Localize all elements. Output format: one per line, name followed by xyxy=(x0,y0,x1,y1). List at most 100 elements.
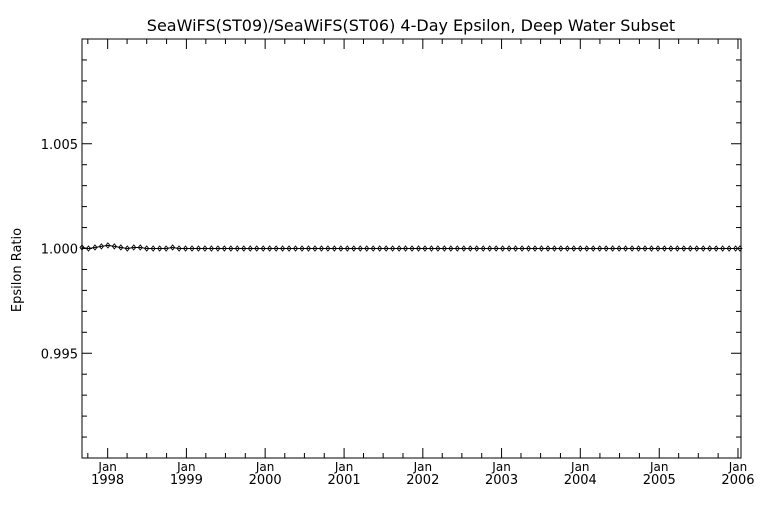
x-tick-month-label: Jan xyxy=(570,460,590,474)
data-point xyxy=(467,245,473,252)
data-point xyxy=(687,245,693,252)
data-point xyxy=(513,245,519,252)
data-point xyxy=(370,245,376,252)
x-tick-month-label: Jan xyxy=(413,460,433,474)
data-point xyxy=(707,245,713,252)
data-point xyxy=(85,245,92,252)
data-point xyxy=(124,245,130,252)
x-tick-year-label: 1998 xyxy=(91,473,124,488)
data-point xyxy=(532,245,538,252)
data-point xyxy=(163,245,169,252)
data-point xyxy=(571,245,577,252)
data-point xyxy=(305,245,312,252)
data-point xyxy=(357,245,363,252)
data-point xyxy=(584,245,590,252)
data-point xyxy=(267,245,273,252)
data-point xyxy=(597,245,603,252)
data-point xyxy=(577,245,583,252)
data-point xyxy=(292,245,299,252)
data-point xyxy=(98,243,104,250)
data-point xyxy=(448,245,454,252)
y-tick-label: 1.005 xyxy=(41,138,78,153)
data-point xyxy=(733,245,739,252)
x-tick-month-label: Jan xyxy=(255,460,275,474)
data-point xyxy=(157,245,163,252)
data-point xyxy=(273,245,279,252)
data-point xyxy=(170,244,176,251)
data-point xyxy=(312,245,318,252)
data-point xyxy=(383,245,389,252)
data-point xyxy=(137,244,143,251)
data-point xyxy=(364,245,370,252)
data-point xyxy=(500,245,506,252)
data-point xyxy=(105,242,111,249)
data-point xyxy=(726,245,732,252)
data-point xyxy=(506,245,512,252)
data-point xyxy=(474,245,480,252)
data-point xyxy=(564,245,570,252)
data-point xyxy=(415,245,422,252)
data-point xyxy=(208,245,215,252)
x-axis-ticks: Jan1998Jan1999Jan2000Jan2001Jan2002Jan20… xyxy=(87,39,755,488)
x-tick-year-label: 2006 xyxy=(721,473,754,488)
data-point xyxy=(79,244,85,251)
data-point xyxy=(558,245,564,252)
x-tick-year-label: 2003 xyxy=(485,473,518,488)
data-point xyxy=(299,245,305,252)
y-tick-label: 0.995 xyxy=(41,347,78,362)
data-point xyxy=(668,245,674,252)
data-point xyxy=(655,245,661,252)
data-point xyxy=(487,245,493,252)
data-point xyxy=(642,245,648,252)
data-point xyxy=(545,245,551,252)
data-point xyxy=(610,245,616,252)
data-point xyxy=(441,245,447,252)
data-point xyxy=(234,245,240,252)
data-point xyxy=(713,245,719,252)
data-point xyxy=(629,245,635,252)
data-point xyxy=(648,245,655,252)
series-line xyxy=(81,244,740,250)
data-point xyxy=(377,245,383,252)
data-point xyxy=(623,245,629,252)
data-point xyxy=(551,245,557,252)
x-tick-year-label: 2005 xyxy=(643,473,676,488)
data-point xyxy=(674,245,680,252)
data-point xyxy=(454,245,460,252)
data-point xyxy=(202,245,208,252)
data-point xyxy=(144,245,150,252)
data-point xyxy=(737,245,743,252)
y-tick-label: 1.000 xyxy=(41,243,78,258)
data-point xyxy=(221,245,227,252)
data-point xyxy=(215,245,221,252)
data-point xyxy=(635,245,642,252)
x-tick-month-label: Jan xyxy=(491,460,511,474)
data-point xyxy=(92,244,98,251)
data-point xyxy=(402,245,409,252)
data-point xyxy=(700,245,706,252)
data-point xyxy=(396,245,402,252)
data-point xyxy=(280,245,286,252)
data-point xyxy=(325,245,331,252)
data-point xyxy=(331,245,337,252)
data-point xyxy=(422,245,428,252)
data-point xyxy=(351,245,357,252)
data-point xyxy=(247,245,253,252)
data-point xyxy=(344,245,350,252)
data-point xyxy=(176,245,182,252)
x-tick-year-label: 2002 xyxy=(406,473,439,488)
data-point xyxy=(286,245,292,252)
data-point xyxy=(428,245,435,252)
data-point xyxy=(260,245,266,252)
data-point xyxy=(118,244,124,251)
data-point xyxy=(461,245,467,252)
data-point xyxy=(182,245,189,252)
data-point xyxy=(111,243,117,250)
chart-title: SeaWiFS(ST09)/SeaWiFS(ST06) 4-Day Epsilo… xyxy=(147,16,675,35)
data-point xyxy=(254,245,260,252)
x-tick-month-label: Jan xyxy=(97,460,117,474)
x-tick-year-label: 2004 xyxy=(564,473,597,488)
y-axis-label: Epsilon Ratio xyxy=(10,228,25,312)
x-tick-year-label: 1999 xyxy=(170,473,203,488)
